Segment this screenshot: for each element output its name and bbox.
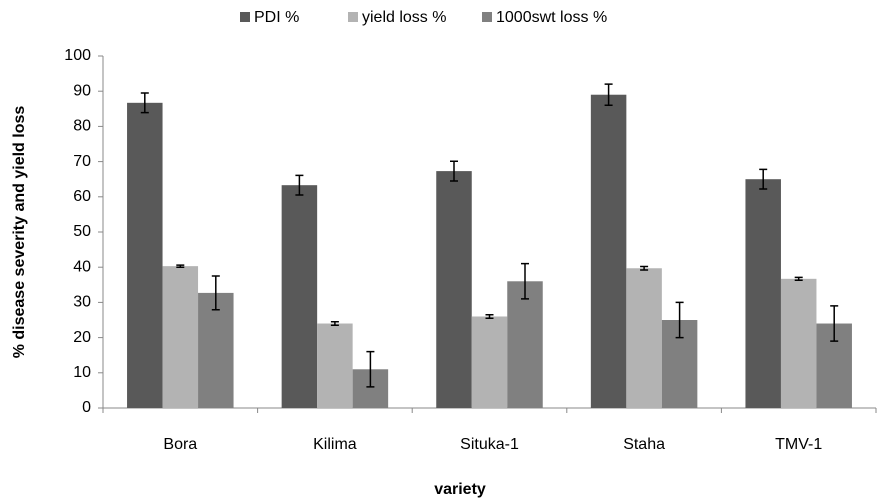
bar xyxy=(162,266,199,408)
error-bar xyxy=(366,350,375,388)
error-bar xyxy=(211,275,220,311)
y-tick-label: 100 xyxy=(64,47,91,64)
bar xyxy=(127,102,163,408)
x-tick-label: Situka-1 xyxy=(460,436,519,453)
x-tick-label: TMV-1 xyxy=(775,436,822,453)
x-tick-label: Bora xyxy=(163,436,197,453)
bar xyxy=(507,281,543,408)
bar xyxy=(436,171,472,408)
legend-label: PDI % xyxy=(254,9,299,26)
bar xyxy=(745,179,781,408)
error-bar xyxy=(176,264,185,268)
bar xyxy=(317,323,353,408)
error-bar xyxy=(521,262,529,300)
error-bar xyxy=(640,265,649,271)
bar xyxy=(198,292,234,408)
legend-label: 1000swt loss % xyxy=(496,9,607,26)
y-tick-label: 50 xyxy=(73,223,91,240)
error-bar xyxy=(330,321,339,327)
bar xyxy=(780,278,817,408)
y-tick-label: 20 xyxy=(73,329,91,346)
legend-swatch xyxy=(348,12,358,22)
error-bar xyxy=(759,168,768,190)
x-axis-label: variety xyxy=(434,481,486,498)
y-tick-label: 90 xyxy=(73,82,91,99)
bar xyxy=(471,316,508,408)
y-axis-label: % disease severity and yield loss xyxy=(11,106,28,359)
legend-swatch xyxy=(240,12,250,22)
y-tick-label: 30 xyxy=(73,294,91,311)
legend-label: yield loss % xyxy=(362,9,446,26)
y-tick-label: 40 xyxy=(73,258,91,275)
error-bar xyxy=(830,305,839,342)
y-tick-label: 10 xyxy=(73,364,91,381)
y-tick-label: 0 xyxy=(82,399,91,416)
error-bar xyxy=(604,83,613,107)
error-bar xyxy=(140,92,149,114)
x-tick-label: Staha xyxy=(623,436,665,453)
error-bar xyxy=(794,276,803,281)
y-tick-label: 70 xyxy=(73,153,91,170)
y-tick-label: 80 xyxy=(73,118,91,135)
legend-swatch xyxy=(482,12,492,22)
error-bar xyxy=(485,313,494,319)
error-bar xyxy=(295,174,304,196)
x-tick-label: Kilima xyxy=(313,436,357,453)
bar xyxy=(590,94,627,408)
y-tick-label: 60 xyxy=(73,188,91,205)
bar xyxy=(626,268,662,408)
error-bar xyxy=(675,301,684,339)
bar xyxy=(281,185,318,408)
error-bar xyxy=(450,160,458,182)
